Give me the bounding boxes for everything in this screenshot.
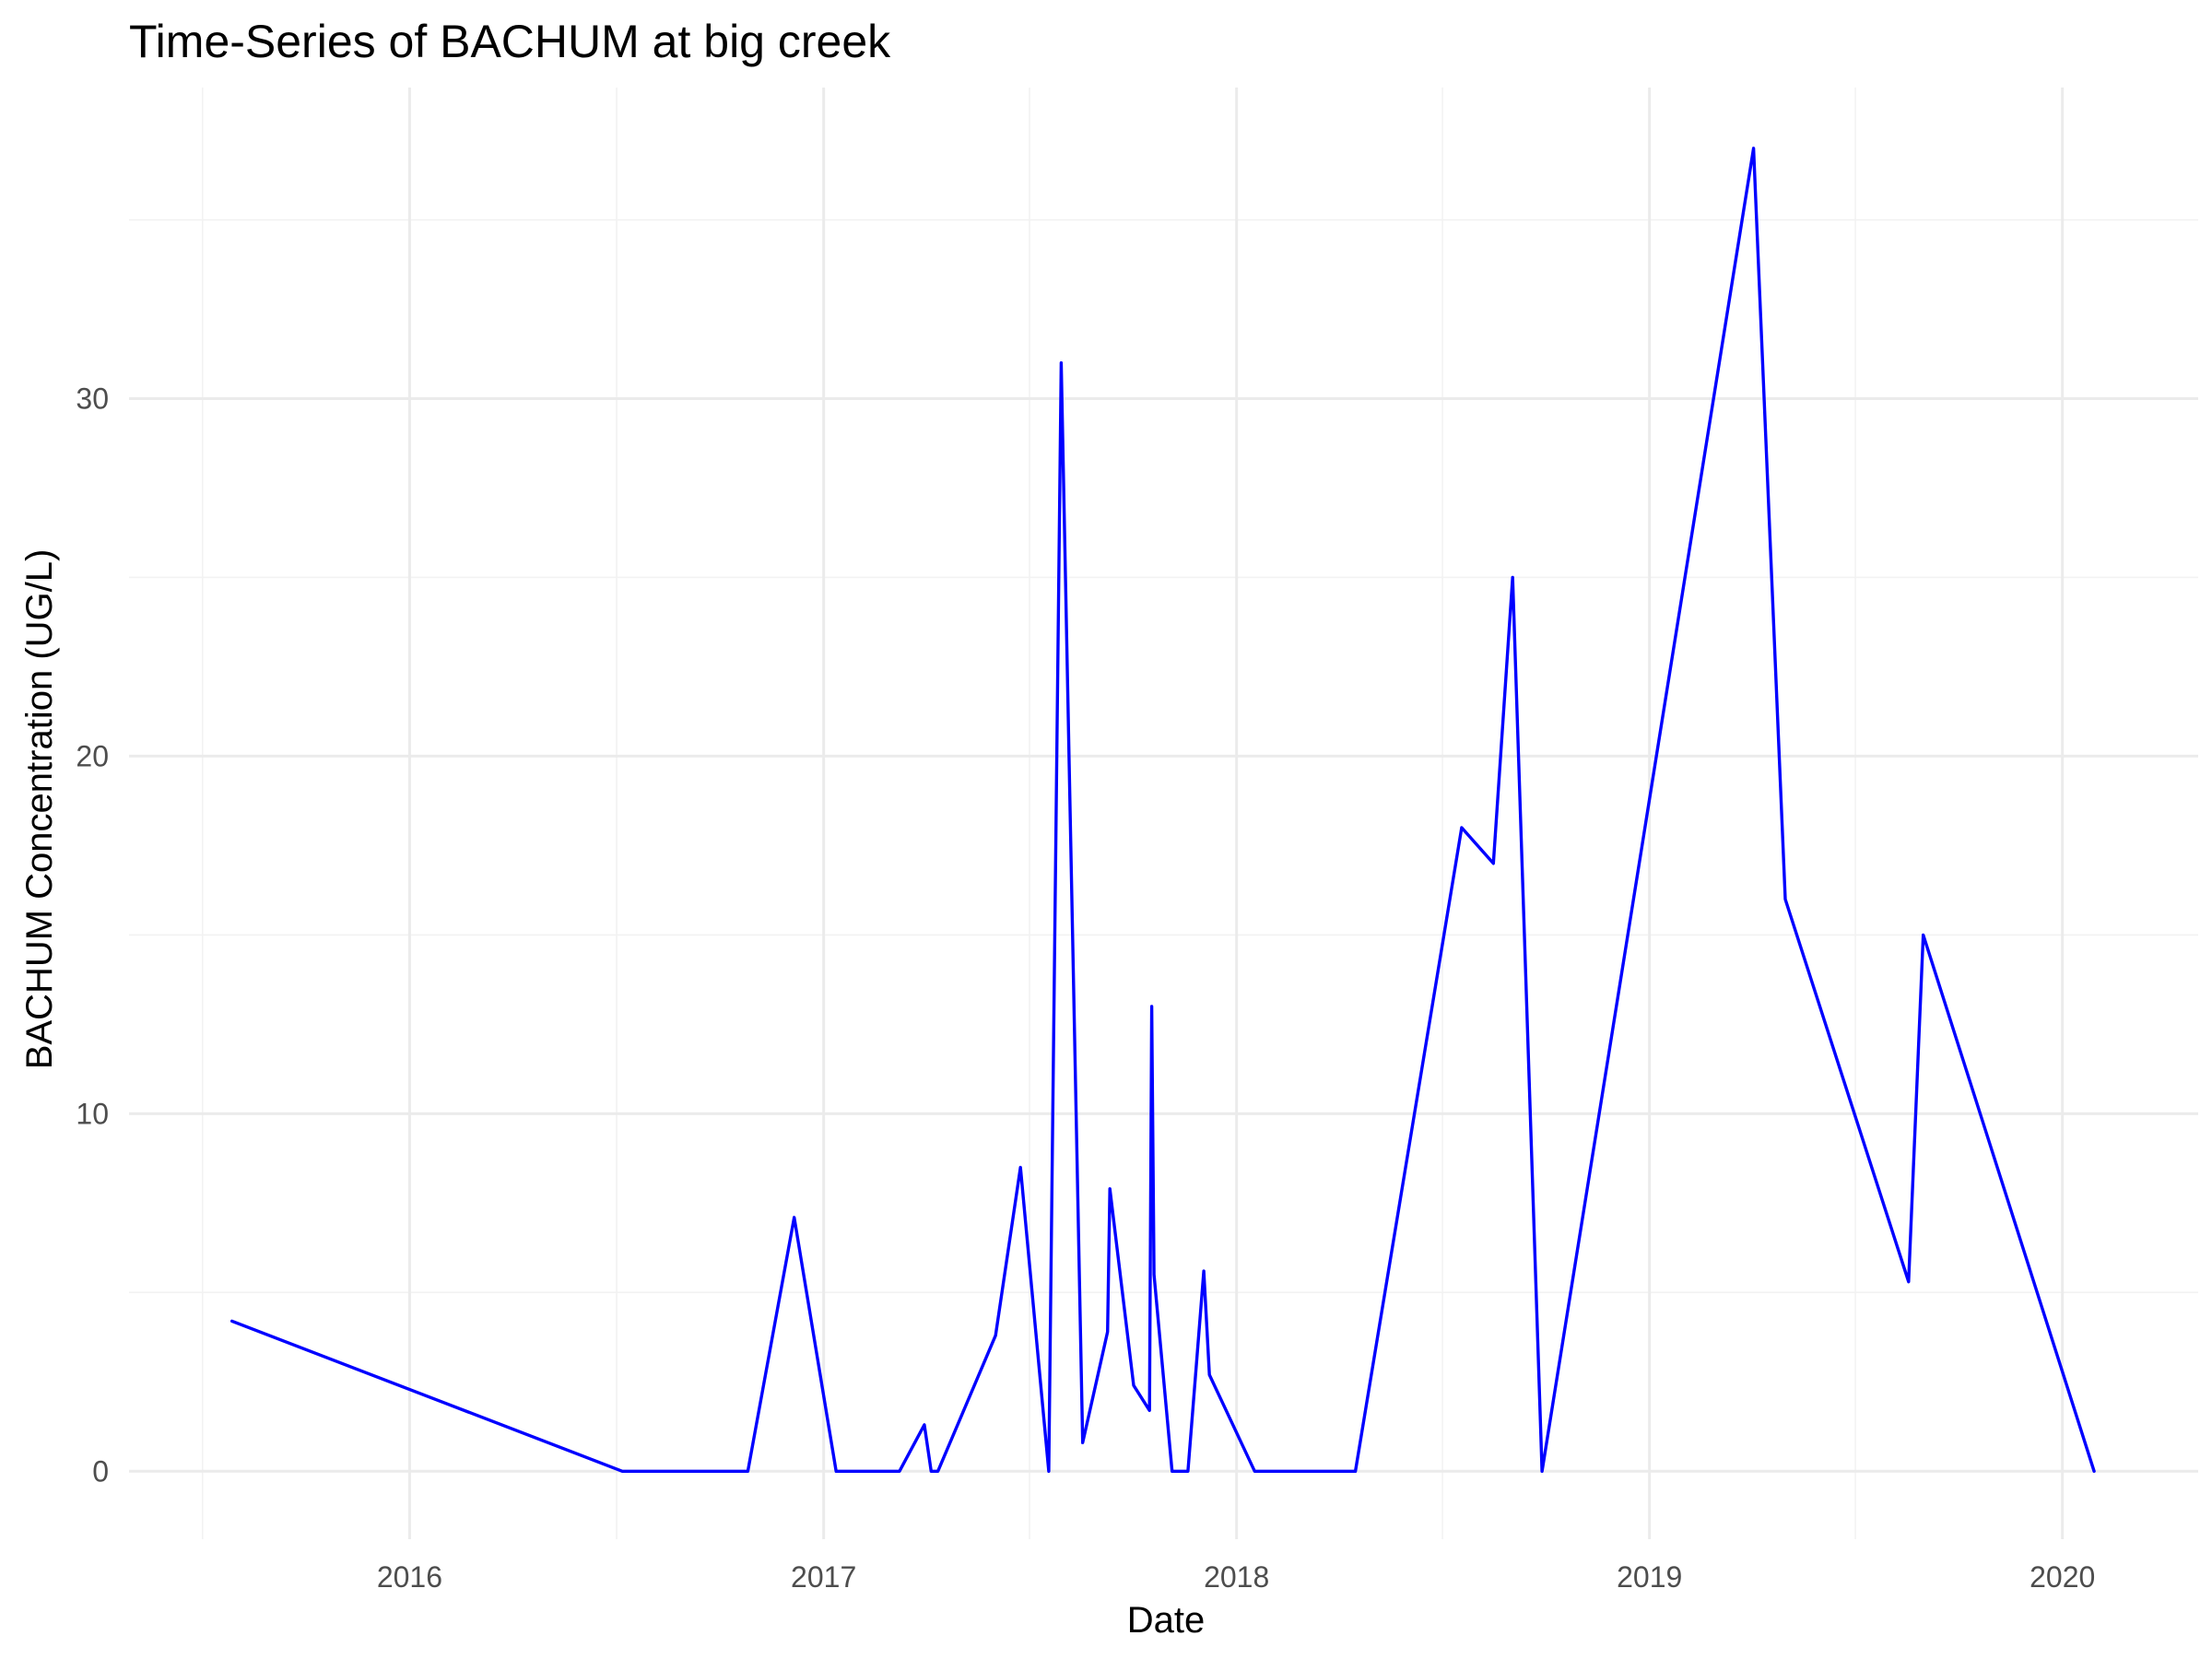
x-tick-label: 2020 [2030,1560,2095,1594]
x-tick-label: 2016 [377,1560,442,1594]
y-tick-label: 30 [76,382,109,416]
grid [129,88,2198,1539]
series-line [230,147,2096,1473]
series-layer [230,147,2096,1473]
x-tick-label: 2019 [1617,1560,1682,1594]
y-tick-label: 0 [92,1454,109,1488]
x-tick-label: 2018 [1204,1560,1269,1594]
x-axis-ticks: 2016 2017 2018 2019 2020 [377,1560,2095,1594]
y-tick-label: 10 [76,1097,109,1130]
x-tick-label: 2017 [791,1560,856,1594]
y-axis-ticks: 0 10 20 30 [76,382,109,1488]
chart-title: Time-Series of BACHUM at big creek [129,16,891,67]
x-axis-title: Date [1127,1600,1206,1641]
y-tick-label: 20 [76,739,109,772]
y-axis-title: BACHUM Concentration (UG/L) [19,549,60,1070]
